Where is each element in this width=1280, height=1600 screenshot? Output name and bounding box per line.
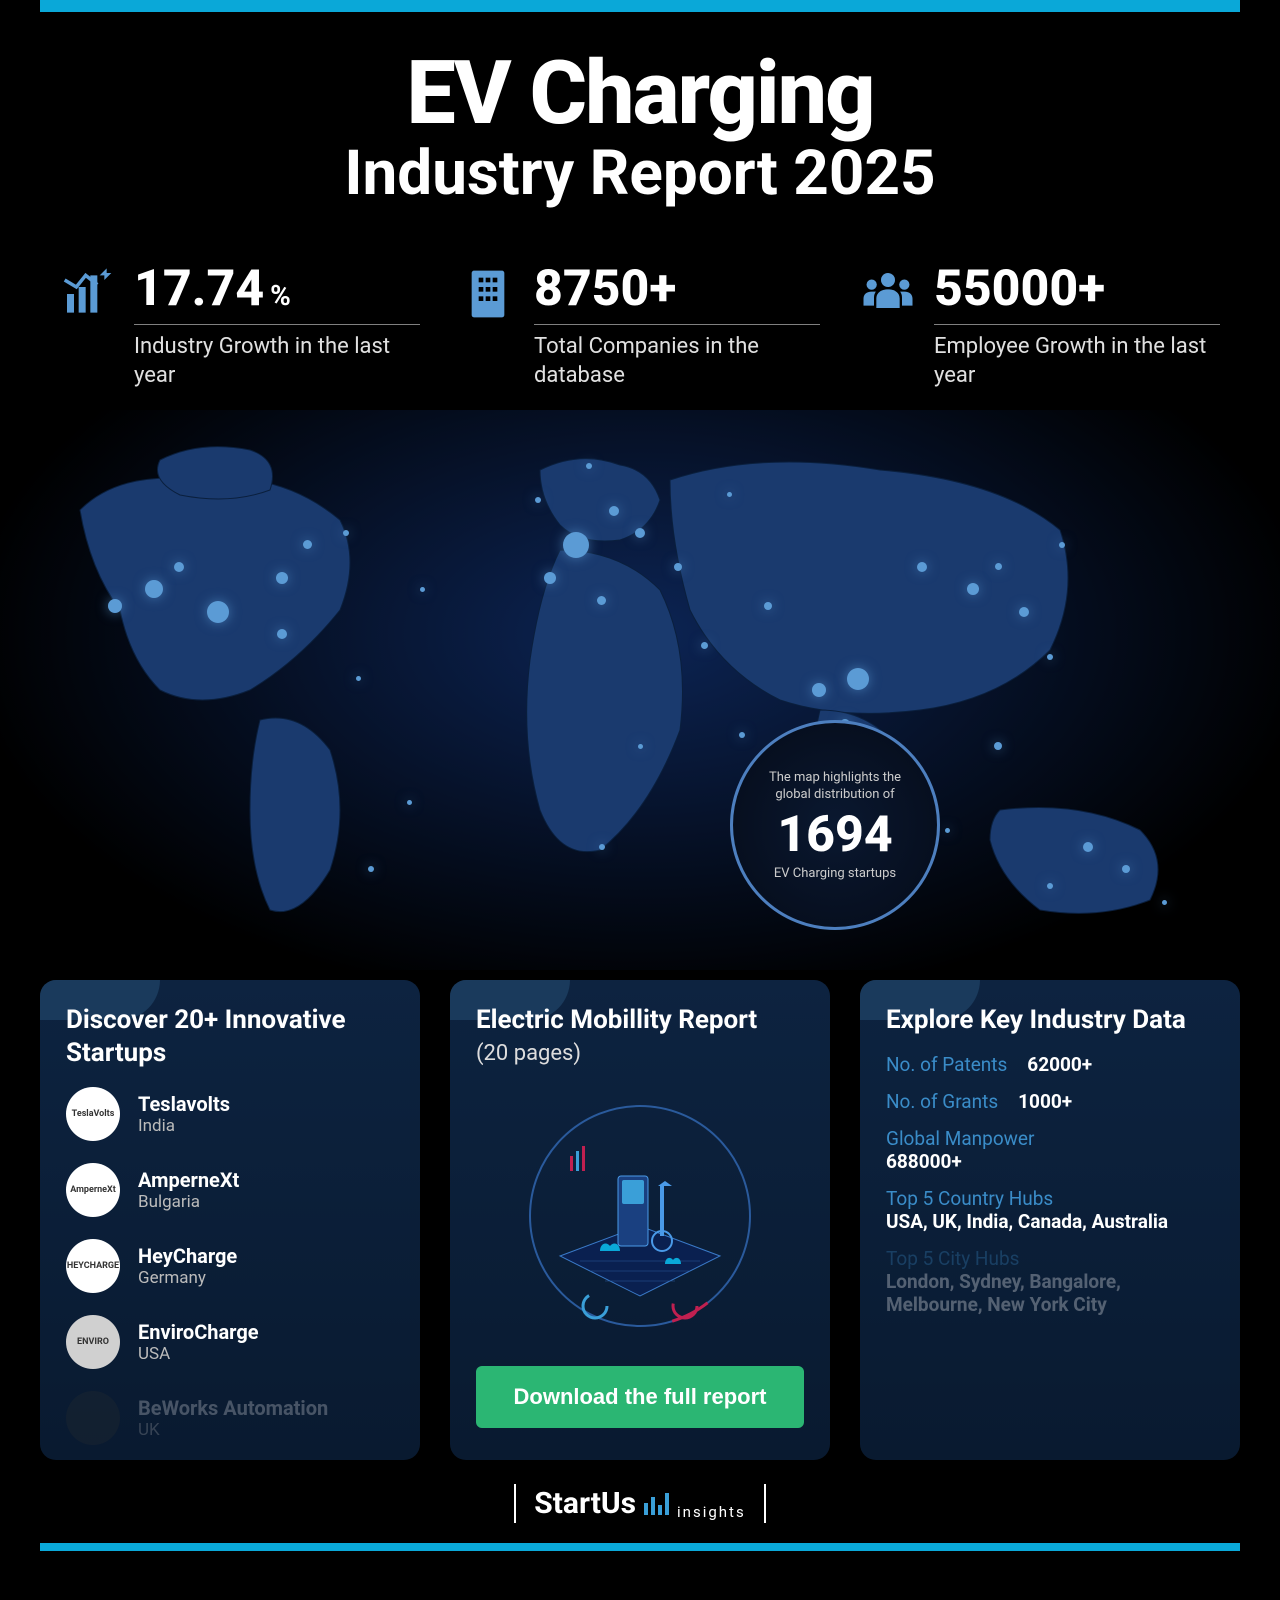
map-badge: The map highlights the global distributi…	[730, 720, 940, 930]
brand-logo: StartUs insights	[514, 1484, 765, 1523]
data-label: Global Manpower	[886, 1127, 1214, 1150]
map-dot	[277, 629, 287, 639]
startup-item[interactable]: AmperneXtAmperneXtBulgaria	[66, 1163, 394, 1217]
bottom-accent-bar	[40, 1543, 1240, 1551]
data-label: Top 5 Country Hubs	[886, 1187, 1214, 1210]
card-title: Electric Mobillity Report	[476, 1004, 804, 1037]
map-dot	[847, 668, 869, 690]
stat-value: 17.74%	[134, 260, 420, 325]
map-badge-number: 1694	[777, 806, 892, 864]
data-label: No. of Grants	[886, 1090, 998, 1113]
map-dot	[599, 844, 605, 850]
startup-list: TeslaVolts TeslavoltsIndia AmperneXt Ampern…	[66, 1087, 394, 1445]
map-dot	[407, 800, 412, 805]
map-dot	[276, 572, 288, 584]
stat-label: Total Companies in the database	[534, 333, 820, 390]
stat-value: 55000+	[934, 260, 1220, 325]
stats-row: 17.74% Industry Growth in the last year …	[0, 230, 1280, 400]
stat-label: Employee Growth in the last year	[934, 333, 1220, 390]
stat-value: 8750+	[534, 260, 820, 325]
startup-logo	[66, 1391, 120, 1445]
map-dot	[1047, 654, 1053, 660]
map-dot	[1083, 842, 1093, 852]
startup-logo: AmperneXt	[66, 1163, 120, 1217]
data-item: No. of Patents 62000+	[886, 1053, 1214, 1076]
stat-growth: 17.74% Industry Growth in the last year	[60, 260, 420, 390]
logo-bars-icon	[644, 1493, 669, 1515]
card-title: Explore Key Industry Data	[886, 1004, 1214, 1037]
data-value: 62000+	[1027, 1053, 1092, 1076]
startup-location: USA	[138, 1344, 259, 1364]
startup-logo: TeslaVolts	[66, 1087, 120, 1141]
startup-logo: HEYCHARGE	[66, 1239, 120, 1293]
map-badge-text-top: The map highlights the global distributi…	[753, 770, 917, 804]
page-title-sub: Industry Report 2025	[0, 137, 1280, 210]
card-startups: Discover 20+ Innovative Startups TeslaVo…	[40, 980, 420, 1460]
report-illustration	[510, 1086, 770, 1346]
map-dot	[1059, 542, 1065, 548]
stat-companies: 8750+ Total Companies in the database	[460, 260, 820, 390]
cards-row: Discover 20+ Innovative Startups TeslaVo…	[0, 980, 1280, 1460]
startup-item[interactable]: HEYCHARGE HeyChargeGermany	[66, 1239, 394, 1293]
people-icon	[860, 266, 916, 322]
data-value: London, Sydney, Bangalore, Melbourne, Ne…	[886, 1270, 1121, 1316]
startup-location: Bulgaria	[138, 1192, 239, 1212]
stat-employees: 55000+ Employee Growth in the last year	[860, 260, 1220, 390]
card-report: Electric Mobillity Report (20 pages)	[450, 980, 830, 1460]
growth-chart-icon	[60, 266, 116, 322]
startup-location: UK	[138, 1420, 328, 1440]
map-dot	[343, 530, 349, 536]
startup-name: EnviroCharge	[138, 1320, 259, 1344]
building-icon	[460, 266, 516, 322]
startup-name: AmperneXt	[138, 1168, 239, 1192]
footer: StartUs insights	[0, 1460, 1280, 1535]
map-dot	[638, 744, 643, 749]
data-label: Top 5 City Hubs	[886, 1247, 1214, 1270]
header: EV Charging Industry Report 2025	[0, 12, 1280, 230]
startup-location: Germany	[138, 1268, 237, 1288]
data-item: Top 5 City HubsLondon, Sydney, Bangalore…	[886, 1247, 1214, 1316]
data-item: Top 5 Country HubsUSA, UK, India, Canada…	[886, 1187, 1214, 1233]
startup-name: Teslavolts	[138, 1092, 230, 1116]
card-industry-data: Explore Key Industry Data No. of Patents…	[860, 980, 1240, 1460]
data-list: No. of Patents 62000+ No. of Grants 1000+ Gl…	[886, 1053, 1214, 1316]
world-continents	[0, 410, 1280, 970]
map-dot	[303, 540, 312, 549]
startup-logo: ENVIRO	[66, 1315, 120, 1369]
map-dot	[945, 828, 950, 833]
data-value: 688000+	[886, 1150, 962, 1173]
map-badge-text-bottom: EV Charging startups	[774, 866, 896, 881]
startup-name: HeyCharge	[138, 1244, 237, 1268]
top-accent-bar	[40, 0, 1240, 12]
page-title-main: EV Charging	[0, 42, 1280, 145]
map-dot	[535, 497, 541, 503]
data-value: USA, UK, India, Canada, Australia	[886, 1210, 1168, 1233]
map-dot	[145, 580, 163, 598]
map-dot	[586, 463, 592, 469]
stat-label: Industry Growth in the last year	[134, 333, 420, 390]
startup-name: BeWorks Automation	[138, 1396, 328, 1420]
map-dot	[917, 562, 927, 572]
card-subtitle: (20 pages)	[476, 1041, 804, 1066]
download-report-button[interactable]: Download the full report	[476, 1366, 804, 1428]
data-item: No. of Grants 1000+	[886, 1090, 1214, 1113]
map-dot	[1047, 883, 1053, 889]
data-label: No. of Patents	[886, 1053, 1007, 1076]
map-dot	[727, 492, 732, 497]
startup-item[interactable]: BeWorks AutomationUK	[66, 1391, 394, 1445]
map-dot	[1019, 607, 1029, 617]
data-value: 1000+	[1018, 1090, 1072, 1113]
startup-item[interactable]: TeslaVolts TeslavoltsIndia	[66, 1087, 394, 1141]
map-dot	[207, 601, 229, 623]
startup-location: India	[138, 1116, 230, 1136]
card-title: Discover 20+ Innovative Startups	[66, 1004, 394, 1069]
startup-item[interactable]: ENVIRO EnviroChargeUSA	[66, 1315, 394, 1369]
map-dot	[420, 587, 425, 592]
map-dot	[701, 642, 708, 649]
world-map: The map highlights the global distributi…	[0, 410, 1280, 970]
map-dot	[563, 532, 589, 558]
data-item: Global Manpower688000+	[886, 1127, 1214, 1173]
